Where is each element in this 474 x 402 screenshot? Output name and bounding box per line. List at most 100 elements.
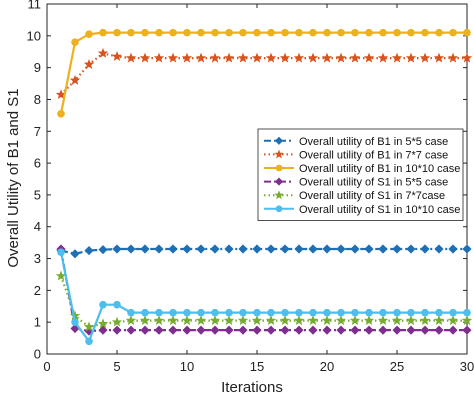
data-point: [98, 245, 108, 255]
data-point: [182, 244, 192, 254]
data-point: [336, 244, 346, 254]
legend-swatch-marker: [274, 136, 284, 145]
y-tick-label: 5: [34, 187, 41, 202]
data-point: [141, 28, 149, 37]
legend-item: Overall utility of B1 in 5*5 case: [264, 136, 448, 148]
data-point: [363, 52, 375, 63]
data-point: [224, 244, 234, 254]
data-point: [265, 315, 277, 325]
data-point: [463, 28, 471, 37]
data-point: [405, 52, 417, 63]
data-point: [365, 28, 373, 37]
data-point: [57, 109, 65, 118]
data-point: [183, 28, 191, 37]
data-point: [323, 308, 331, 317]
data-point: [462, 325, 472, 335]
data-point: [294, 325, 304, 335]
data-point: [154, 244, 164, 254]
data-point: [84, 246, 94, 256]
data-point: [127, 28, 135, 37]
data-point: [183, 308, 191, 317]
legend-item: Overall utility of S1 in 7*7case: [264, 190, 445, 202]
data-point: [350, 325, 360, 335]
data-point: [307, 52, 319, 63]
data-point: [237, 315, 249, 325]
series-2: [55, 47, 473, 100]
data-point: [97, 318, 109, 329]
data-point: [238, 325, 248, 335]
data-point: [239, 28, 247, 37]
data-point: [113, 300, 121, 309]
data-point: [421, 28, 429, 37]
data-point: [447, 52, 459, 63]
data-point: [293, 315, 305, 325]
data-point: [434, 244, 444, 254]
y-tick-label: 11: [28, 0, 42, 12]
data-point: [322, 325, 332, 335]
data-point: [196, 325, 206, 335]
legend-item: Overall utility of S1 in 10*10 case: [264, 204, 460, 216]
data-point: [182, 325, 192, 335]
y-tick-label: 2: [34, 283, 41, 298]
legend-label: Overall utility of B1 in 7*7 case: [299, 149, 448, 161]
data-point: [71, 318, 79, 326]
data-point: [126, 244, 136, 254]
data-point: [225, 308, 233, 317]
data-point: [155, 308, 163, 317]
data-point: [279, 315, 291, 325]
y-tick-label: 10: [27, 28, 41, 43]
y-tick-label: 1: [34, 315, 41, 330]
data-point: [364, 325, 374, 335]
data-point: [153, 52, 165, 63]
data-point: [364, 244, 374, 254]
data-point: [280, 325, 290, 335]
data-point: [99, 300, 107, 309]
data-point: [435, 308, 443, 317]
data-point: [127, 308, 135, 317]
series-1: [56, 244, 472, 259]
data-point: [449, 308, 457, 317]
data-point: [83, 321, 95, 332]
data-point: [406, 325, 416, 335]
data-point: [197, 308, 205, 317]
data-point: [253, 308, 261, 317]
data-point: [391, 315, 403, 325]
data-point: [365, 308, 373, 317]
data-point: [350, 244, 360, 254]
data-point: [196, 244, 206, 254]
data-point: [421, 308, 429, 317]
data-point: [294, 244, 304, 254]
data-point: [279, 52, 291, 63]
data-point: [323, 28, 331, 37]
data-point: [337, 308, 345, 317]
legend-box: [257, 128, 464, 221]
data-point: [69, 74, 81, 85]
data-point: [195, 52, 207, 63]
data-point: [419, 52, 431, 63]
data-point: [265, 52, 277, 63]
legend-item: Overall utility of B1 in 7*7 case: [264, 149, 448, 161]
data-point: [140, 244, 150, 254]
legend-swatch-marker: [274, 177, 284, 186]
data-point: [307, 315, 319, 325]
y-tick-label: 8: [34, 92, 41, 107]
data-point: [197, 28, 205, 37]
data-point: [377, 315, 389, 325]
data-point: [154, 325, 164, 335]
data-point: [237, 52, 249, 63]
data-point: [281, 308, 289, 317]
data-point: [97, 47, 109, 58]
data-point: [209, 315, 221, 325]
series-5: [55, 270, 473, 332]
x-tick-label: 30: [460, 359, 474, 374]
data-point: [447, 315, 459, 325]
data-point: [225, 28, 233, 37]
data-point: [267, 28, 275, 37]
data-point: [83, 59, 95, 69]
data-point: [169, 28, 177, 37]
data-point: [195, 315, 207, 325]
data-point: [238, 244, 248, 254]
data-point: [448, 325, 458, 335]
legend-item: Overall utility of B1 in 10*10 case: [264, 163, 460, 175]
